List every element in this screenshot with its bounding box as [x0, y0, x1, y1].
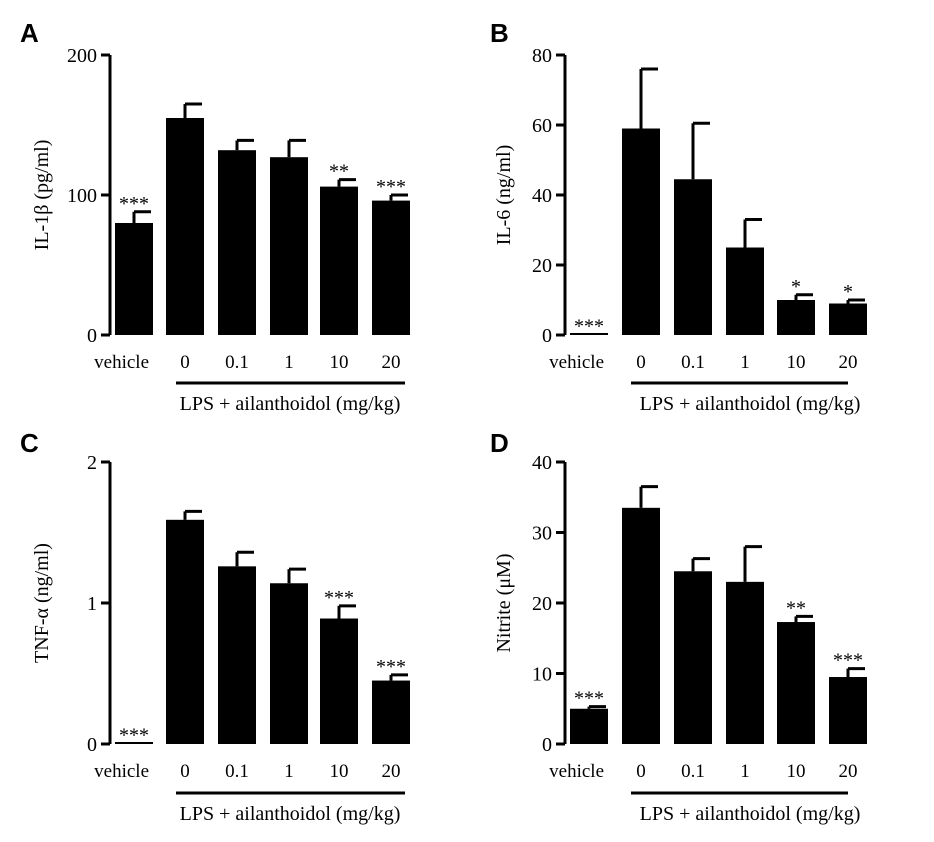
bar	[166, 519, 204, 744]
significance-mark: *	[791, 276, 801, 298]
bar	[320, 618, 358, 744]
bar	[622, 128, 660, 335]
category-label: vehicle	[94, 761, 149, 782]
bar	[115, 742, 153, 744]
y-axis-title: Nitrite (μM)	[493, 553, 515, 652]
category-label: 10	[330, 761, 349, 782]
panel-letter: A	[20, 18, 39, 48]
category-label: 0.1	[681, 352, 705, 373]
category-label: 0	[180, 761, 190, 782]
bar	[674, 571, 712, 744]
y-tick-label: 60	[532, 115, 552, 137]
bar	[115, 223, 153, 335]
significance-mark: ***	[574, 315, 604, 337]
y-tick-label: 20	[532, 593, 552, 615]
significance-mark: ***	[119, 724, 149, 746]
y-tick-label: 200	[67, 45, 97, 67]
bar	[372, 680, 410, 744]
significance-mark: ***	[376, 656, 406, 678]
panel-letter: B	[490, 18, 509, 48]
y-tick-label: 1	[87, 593, 97, 615]
y-tick-label: 40	[532, 452, 552, 474]
bar	[777, 622, 815, 744]
category-label: 1	[740, 352, 750, 373]
bar	[570, 708, 608, 744]
panel-letter: C	[20, 428, 39, 458]
category-label: 20	[839, 761, 858, 782]
category-label: 0	[636, 761, 646, 782]
significance-mark: **	[329, 161, 349, 183]
significance-mark: ***	[833, 650, 863, 672]
category-label: 1	[740, 761, 750, 782]
y-tick-label: 0	[87, 734, 97, 756]
category-label: 0.1	[225, 352, 249, 373]
y-tick-label: 0	[542, 734, 552, 756]
bar	[270, 583, 308, 744]
bar	[829, 677, 867, 744]
category-label: 20	[839, 352, 858, 373]
bar	[372, 200, 410, 335]
y-tick-label: 40	[532, 185, 552, 207]
group-label: LPS + ailanthoidol (mg/kg)	[640, 393, 861, 415]
y-tick-label: 0	[87, 325, 97, 347]
significance-mark: *	[843, 281, 853, 303]
y-tick-label: 0	[542, 325, 552, 347]
y-tick-label: 10	[532, 664, 552, 686]
category-label: 0.1	[681, 761, 705, 782]
y-axis-title: IL-1β (pg/ml)	[31, 140, 53, 251]
group-label: LPS + ailanthoidol (mg/kg)	[640, 803, 861, 825]
category-label: 20	[382, 352, 401, 373]
category-label: 1	[284, 761, 294, 782]
category-label: 10	[787, 352, 806, 373]
significance-mark: ***	[324, 587, 354, 609]
significance-mark: ***	[574, 688, 604, 710]
category-label: 20	[382, 761, 401, 782]
y-tick-label: 100	[67, 185, 97, 207]
category-label: vehicle	[94, 352, 149, 373]
category-label: vehicle	[549, 352, 604, 373]
y-tick-label: 80	[532, 45, 552, 67]
panel-d: D 0 10 20 30 40 Nitrite (μM) *** vehicle 0 0.1 1 ** 1…	[490, 428, 867, 825]
category-label: vehicle	[549, 761, 604, 782]
bar	[218, 150, 256, 335]
category-label: 10	[330, 352, 349, 373]
panel-letter: D	[490, 428, 509, 458]
significance-mark: ***	[119, 193, 149, 215]
panel-b: B 0 20 40 60 80 IL-6 (ng/ml) *** vehicle 0 0.1 1 * 10…	[490, 18, 867, 415]
panel-c: C 0 1 2 TNF-α (ng/ml) *** vehicle 0 0.1 1 *** 10 ***…	[20, 428, 410, 825]
bar	[726, 247, 764, 335]
category-label: 0	[636, 352, 646, 373]
group-label: LPS + ailanthoidol (mg/kg)	[180, 803, 401, 825]
bar	[570, 333, 608, 335]
category-label: 0	[180, 352, 190, 373]
significance-mark: **	[786, 597, 806, 619]
bar	[726, 581, 764, 744]
bar	[674, 179, 712, 335]
bar	[829, 303, 867, 335]
bar	[270, 157, 308, 335]
bar	[166, 118, 204, 335]
bar	[777, 300, 815, 335]
y-tick-label: 30	[532, 523, 552, 545]
category-label: 10	[787, 761, 806, 782]
y-tick-label: 2	[87, 452, 97, 474]
bar	[218, 566, 256, 744]
category-label: 1	[284, 352, 294, 373]
group-label: LPS + ailanthoidol (mg/kg)	[180, 393, 401, 415]
y-axis-title: TNF-α (ng/ml)	[31, 543, 53, 663]
bar	[622, 507, 660, 744]
y-axis-title: IL-6 (ng/ml)	[493, 145, 515, 246]
category-label: 0.1	[225, 761, 249, 782]
significance-mark: ***	[376, 176, 406, 198]
panel-a: A 0 100 200 IL-1β (pg/ml) *** vehicle 0 0.1 1 ** 10…	[20, 18, 410, 415]
bar	[320, 186, 358, 335]
y-tick-label: 20	[532, 255, 552, 277]
